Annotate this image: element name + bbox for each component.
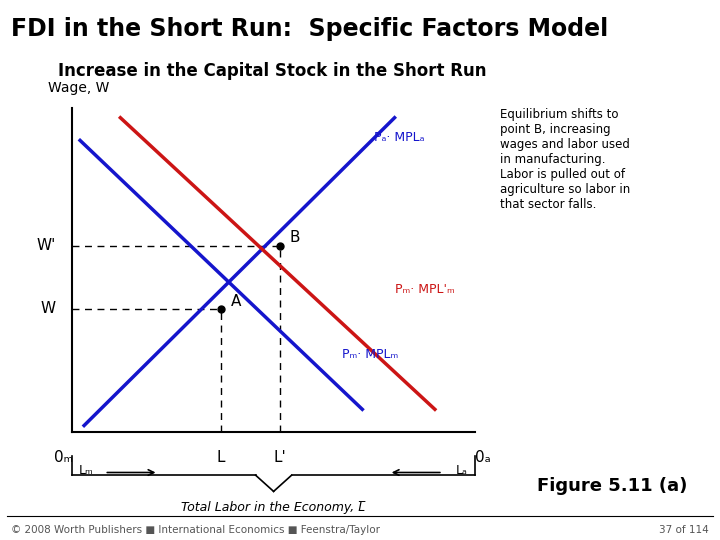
Text: Lₘ: Lₘ: [79, 464, 94, 477]
Text: 0ₘ: 0ₘ: [55, 450, 73, 465]
Text: Pₘ· MPLₘ: Pₘ· MPLₘ: [342, 348, 398, 361]
Text: 37 of 114: 37 of 114: [660, 524, 709, 535]
Text: Wage, W: Wage, W: [48, 81, 109, 95]
Text: L': L': [274, 450, 286, 465]
Text: B: B: [289, 231, 300, 246]
Text: FDI in the Short Run:  Specific Factors Model: FDI in the Short Run: Specific Factors M…: [11, 17, 608, 42]
Text: W: W: [41, 301, 56, 316]
Text: A: A: [231, 294, 242, 309]
Text: Pₘ· MPL'ₘ: Pₘ· MPL'ₘ: [395, 283, 454, 296]
Text: Total Labor in the Economy, L̅: Total Labor in the Economy, L̅: [181, 501, 366, 514]
Text: Equilibrium shifts to
point B, increasing
wages and labor used
in manufacturing.: Equilibrium shifts to point B, increasin…: [500, 108, 631, 211]
Text: Increase in the Capital Stock in the Short Run: Increase in the Capital Stock in the Sho…: [58, 62, 486, 80]
Text: W': W': [37, 238, 56, 253]
Text: Pₐ· MPLₐ: Pₐ· MPLₐ: [374, 131, 425, 144]
Text: L: L: [217, 450, 225, 465]
Text: Lₐ: Lₐ: [456, 464, 468, 477]
Text: Figure 5.11 (a): Figure 5.11 (a): [537, 477, 687, 495]
Text: 0ₐ: 0ₐ: [475, 450, 491, 465]
Text: © 2008 Worth Publishers ■ International Economics ■ Feenstra/Taylor: © 2008 Worth Publishers ■ International …: [11, 524, 380, 535]
